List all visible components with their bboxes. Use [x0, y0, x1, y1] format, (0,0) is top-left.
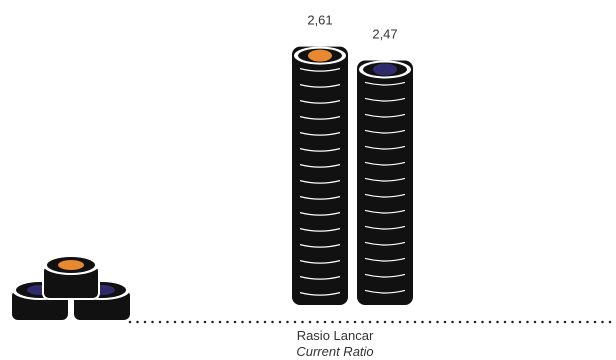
disc-edge [299, 68, 341, 72]
disc-center [373, 63, 397, 76]
disc-edge [364, 209, 406, 214]
disc-edge [299, 244, 341, 248]
disc-edge [299, 260, 341, 264]
sushi-stack [357, 60, 413, 305]
disc-edge [299, 228, 341, 232]
disc-edge [299, 292, 341, 296]
disc-edge [364, 241, 406, 246]
bar [292, 46, 348, 306]
disc-edge [364, 113, 406, 118]
disc-edge [299, 148, 341, 152]
disc-edge [364, 225, 406, 230]
sushi-pile [12, 255, 130, 320]
disc-edge [364, 97, 406, 102]
disc-edge [299, 164, 341, 168]
category-subtitle: Current Ratio [296, 344, 373, 359]
disc-edge [299, 212, 341, 216]
disc-edge [364, 273, 406, 278]
disc-edge [299, 180, 341, 184]
bar [357, 60, 413, 305]
disc-edge [364, 177, 406, 182]
disc-center [308, 49, 332, 62]
disc-edge [364, 161, 406, 166]
disc-edge [299, 132, 341, 136]
disc-edge [364, 129, 406, 134]
disc-edge [299, 276, 341, 280]
value-label: 2,47 [372, 26, 397, 41]
disc-edge [364, 81, 406, 86]
disc-edge [364, 145, 406, 150]
disc-edge [299, 196, 341, 200]
disc-edge [364, 193, 406, 198]
disc-edge [364, 289, 406, 294]
value-label: 2,61 [307, 13, 332, 28]
disc-edge [299, 116, 341, 120]
disc-edge [299, 84, 341, 88]
sushi-stack [292, 46, 348, 306]
category-label: Rasio Lancar [297, 328, 374, 343]
disc-edge [299, 100, 341, 104]
disc-edge [364, 257, 406, 262]
